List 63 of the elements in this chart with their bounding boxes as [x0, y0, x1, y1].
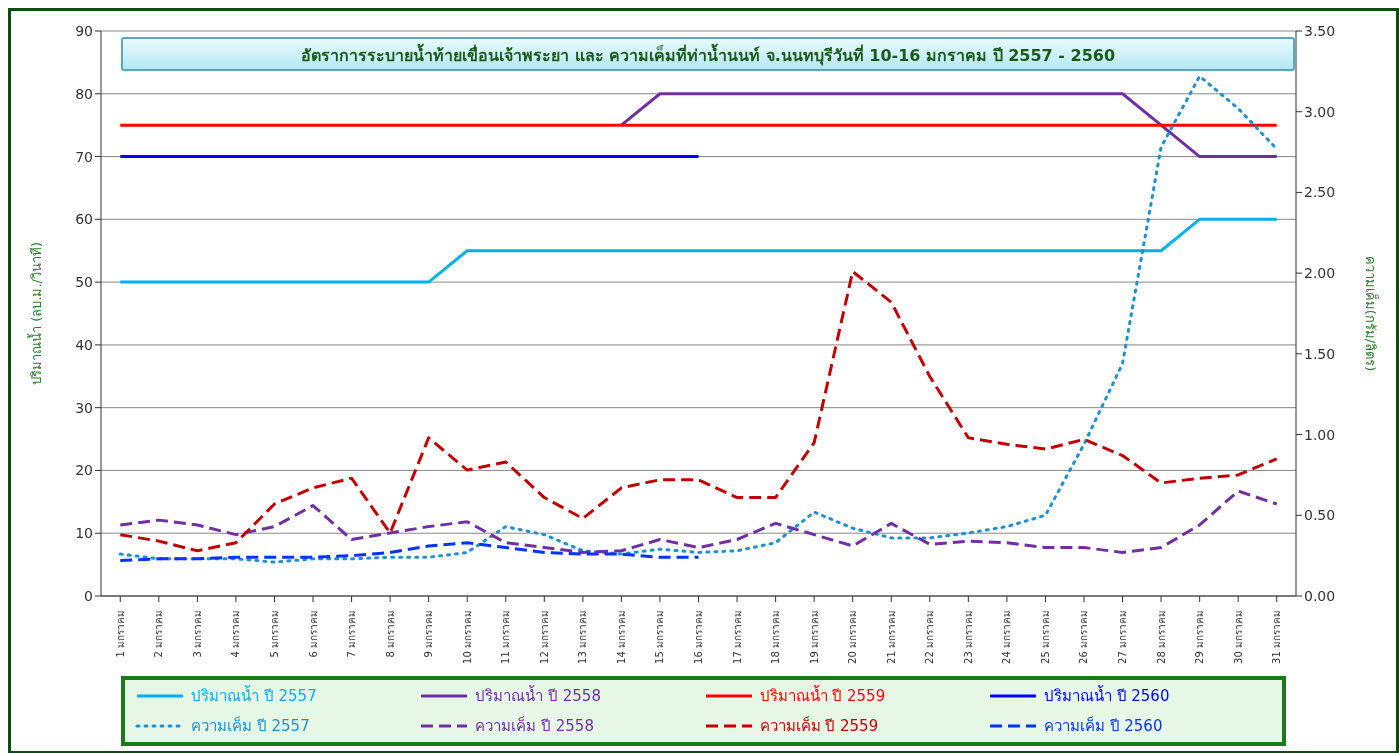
- y2-tick-label: 1.00: [1304, 426, 1336, 443]
- x-tick-label: 12 มกราคม: [538, 610, 550, 664]
- x-tick-label: 24 มกราคม: [1001, 610, 1013, 664]
- y-tick-label: 30: [75, 399, 93, 416]
- y2-tick-label: 0.50: [1304, 507, 1336, 524]
- legend-label: ความเค็ม ปี 2560: [1043, 715, 1163, 737]
- y-tick-label: 50: [75, 274, 93, 291]
- y-tick-label: 80: [75, 85, 93, 102]
- legend-label: ปริมาณน้ำ ปี 2560: [1043, 684, 1170, 707]
- x-tick-label: 21 มกราคม: [885, 610, 897, 664]
- y2-tick-label: 2.50: [1304, 184, 1336, 201]
- y-tick-label: 90: [75, 22, 93, 39]
- x-tick-label: 23 มกราคม: [962, 610, 974, 664]
- x-tick-label: 30 มกราคม: [1232, 610, 1244, 664]
- x-tick-label: 2 มกราคม: [153, 610, 165, 658]
- y-tick-label: 0: [84, 587, 93, 604]
- x-tick-label: 16 มกราคม: [693, 610, 704, 664]
- y2-tick-label: 3.00: [1304, 103, 1336, 120]
- x-tick-label: 7 มกราคม: [346, 610, 358, 658]
- x-tick-label: 10 มกราคม: [461, 610, 473, 664]
- x-tick-label: 11 มกราคม: [500, 610, 512, 664]
- x-tick-label: 29 มกราคม: [1194, 610, 1206, 664]
- y2-tick-label: 3.50: [1304, 22, 1336, 39]
- x-tick-label: 5 มกราคม: [268, 610, 280, 658]
- x-tick-label: 28 มกราคม: [1155, 610, 1167, 664]
- x-tick-label: 15 มกราคม: [654, 610, 666, 664]
- line-series: [118, 541, 700, 562]
- x-tick-label: 3 มกราคม: [191, 610, 203, 658]
- x-tick-label: 18 มกราคม: [770, 610, 782, 664]
- x-tick-label: 17 มกราคม: [731, 610, 743, 664]
- y-tick-label: 20: [75, 462, 93, 479]
- line-series: [118, 489, 1279, 554]
- text: อัตราการระบายน้ำท้ายเขื่อนเจ้าพระยา และ ความเค็มที่ท่าน้ำนนท์ จ.นนทบุรีวันที่ 10-16 มกราคม ปี 2557 - 2560: [299, 43, 1117, 68]
- x-tick-label: 9 มกราคม: [423, 610, 435, 658]
- x-tick-label: 1 มกราคม: [114, 610, 126, 658]
- x-tick-label: 13 มกราคม: [577, 610, 589, 664]
- y-axis-title: ปริมาณน้ำ (ลบ.ม./วินาที): [26, 242, 44, 385]
- x-tick-label: 27 มกราคม: [1117, 610, 1129, 664]
- legend-label: ปริมาณน้ำ ปี 2558: [475, 684, 601, 707]
- y2-tick-label: 0.00: [1304, 587, 1336, 604]
- x-tick-label: 4 มกราคม: [230, 610, 242, 658]
- legend-label: ปริมาณน้ำ ปี 2557: [191, 684, 317, 707]
- x-tick-label: 6 มกราคม: [307, 610, 319, 658]
- legend-label: ความเค็ม ปี 2559: [759, 715, 879, 737]
- legend-label: ปริมาณน้ำ ปี 2559: [759, 684, 886, 707]
- x-tick-label: 14 มกราคม: [615, 610, 627, 664]
- legend-label: ความเค็ม ปี 2558: [475, 715, 594, 737]
- legend-label: ความเค็ม ปี 2557: [191, 715, 310, 737]
- x-tick-label: 22 มกราคม: [924, 610, 936, 664]
- x-tick-label: 31 มกราคม: [1271, 610, 1283, 664]
- line-series: [118, 270, 1279, 553]
- y2-tick-label: 1.50: [1304, 345, 1336, 362]
- y2-tick-label: 2.00: [1304, 265, 1336, 282]
- x-tick-label: 26 มกราคม: [1078, 610, 1090, 664]
- x-tick-label: 8 มกราคม: [384, 610, 396, 658]
- y-tick-label: 60: [75, 211, 93, 228]
- x-tick-label: 25 มกราคม: [1039, 610, 1051, 664]
- y2-axis-title: ความเค็ม(กรัม/ลิตร): [1363, 255, 1381, 372]
- y-tick-label: 10: [75, 525, 93, 542]
- y-tick-label: 70: [75, 148, 93, 165]
- x-tick-label: 20 มกราคม: [847, 610, 859, 664]
- y-tick-label: 40: [75, 336, 93, 353]
- x-tick-label: 19 มกราคม: [808, 610, 820, 664]
